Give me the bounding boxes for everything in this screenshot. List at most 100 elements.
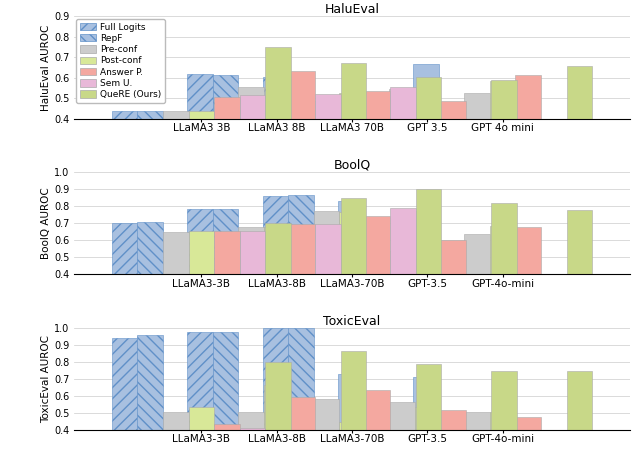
Bar: [464, 234, 490, 274]
Bar: [112, 338, 138, 430]
Bar: [238, 226, 264, 274]
Bar: [413, 65, 439, 119]
Bar: [189, 111, 214, 119]
Bar: [413, 211, 439, 274]
Bar: [289, 71, 315, 119]
Bar: [189, 231, 214, 274]
Bar: [389, 89, 415, 119]
Bar: [515, 75, 541, 119]
Bar: [566, 66, 592, 119]
Bar: [214, 424, 240, 430]
Bar: [138, 222, 163, 274]
Bar: [338, 97, 364, 119]
Bar: [389, 251, 415, 274]
Bar: [492, 371, 516, 430]
Title: BoolQ: BoolQ: [333, 159, 371, 172]
Bar: [365, 91, 390, 119]
Bar: [339, 93, 365, 119]
Bar: [314, 399, 339, 430]
Title: HaluEval: HaluEval: [324, 3, 380, 16]
Bar: [138, 111, 163, 119]
Bar: [262, 77, 288, 119]
Title: ToxicEval: ToxicEval: [323, 315, 381, 328]
Bar: [339, 212, 365, 274]
Bar: [212, 209, 238, 274]
Bar: [315, 94, 340, 119]
Y-axis label: ToxicEval AUROC: ToxicEval AUROC: [42, 335, 51, 423]
Bar: [566, 210, 592, 274]
Bar: [189, 407, 214, 430]
Bar: [390, 87, 416, 119]
Bar: [416, 189, 442, 274]
Bar: [340, 351, 366, 430]
Bar: [415, 89, 440, 119]
Y-axis label: HaluEval AUROC: HaluEval AUROC: [42, 24, 51, 111]
Bar: [265, 362, 291, 430]
Bar: [112, 223, 138, 274]
Bar: [240, 427, 265, 430]
Bar: [112, 111, 138, 119]
Bar: [416, 364, 442, 430]
Bar: [464, 93, 490, 119]
Bar: [214, 231, 240, 274]
Bar: [288, 78, 314, 119]
Bar: [288, 195, 314, 274]
Bar: [138, 335, 163, 430]
Bar: [390, 208, 416, 274]
Bar: [163, 412, 189, 430]
Bar: [265, 47, 291, 119]
Bar: [339, 422, 365, 430]
Y-axis label: BoolQ AUROC: BoolQ AUROC: [42, 187, 51, 259]
Legend: Full Logits, RepF, Pre-conf, Post-conf, Answer P., Sem U., QueRE (Ours): Full Logits, RepF, Pre-conf, Post-conf, …: [76, 19, 164, 103]
Bar: [440, 410, 466, 430]
Bar: [390, 430, 416, 434]
Bar: [238, 412, 264, 430]
Bar: [338, 374, 364, 430]
Bar: [515, 417, 541, 430]
Bar: [289, 397, 315, 430]
Bar: [238, 87, 264, 119]
Bar: [314, 211, 339, 274]
Bar: [492, 80, 516, 119]
Bar: [389, 402, 415, 430]
Bar: [492, 203, 516, 274]
Bar: [365, 390, 390, 430]
Bar: [416, 77, 442, 119]
Bar: [315, 430, 340, 433]
Bar: [440, 101, 466, 119]
Bar: [265, 223, 291, 274]
Bar: [413, 377, 439, 430]
Bar: [365, 216, 390, 274]
Bar: [214, 97, 240, 119]
Bar: [240, 231, 265, 274]
Bar: [340, 63, 366, 119]
Bar: [515, 227, 541, 274]
Bar: [340, 199, 366, 274]
Bar: [163, 111, 189, 119]
Bar: [240, 95, 265, 119]
Bar: [464, 412, 490, 430]
Bar: [490, 81, 515, 119]
Bar: [212, 75, 238, 119]
Bar: [440, 240, 466, 274]
Bar: [188, 73, 212, 119]
Bar: [415, 259, 440, 274]
Bar: [288, 328, 314, 430]
Bar: [315, 224, 340, 274]
Bar: [338, 201, 364, 274]
Bar: [163, 232, 189, 274]
Bar: [289, 224, 315, 274]
Bar: [490, 412, 515, 430]
Bar: [314, 101, 339, 119]
Bar: [262, 328, 288, 430]
Bar: [188, 332, 212, 430]
Bar: [212, 332, 238, 430]
Bar: [264, 385, 289, 430]
Bar: [264, 227, 289, 274]
Bar: [566, 371, 592, 430]
Bar: [415, 407, 440, 430]
Bar: [490, 226, 515, 274]
Bar: [188, 209, 212, 274]
Bar: [262, 196, 288, 274]
Bar: [264, 98, 289, 119]
